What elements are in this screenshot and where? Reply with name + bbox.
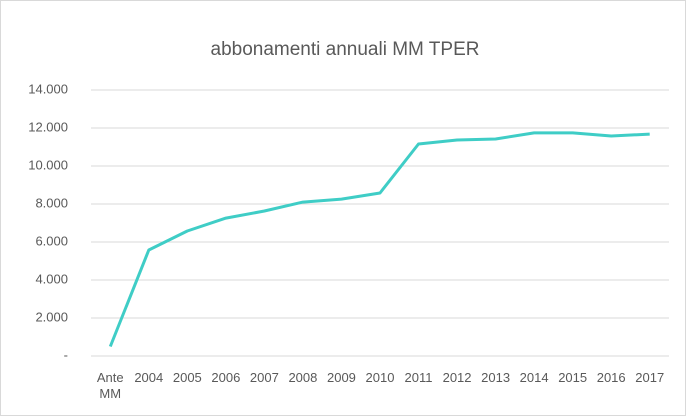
y-tick-label: 8.000 <box>35 195 68 210</box>
x-tick-label: 2012 <box>442 370 472 385</box>
x-tick-label: 2005 <box>172 370 202 385</box>
y-tick-label: 6.000 <box>35 233 68 248</box>
x-tick-label: 2013 <box>481 370 511 385</box>
y-tick-label: 4.000 <box>35 271 68 286</box>
y-tick-label: 10.000 <box>28 157 68 172</box>
x-tick-label: 2011 <box>404 370 433 385</box>
x-tick-label: 2010 <box>365 370 395 385</box>
x-tick-label: 2007 <box>249 370 279 385</box>
y-tick-label: 2.000 <box>35 309 68 324</box>
x-tick-label: Ante MM <box>96 370 124 401</box>
x-tick-label: 2014 <box>519 370 549 385</box>
x-tick-label: 2017 <box>635 370 665 385</box>
y-tick-label: 14.000 <box>28 81 68 96</box>
x-tick-label: 2006 <box>211 370 241 385</box>
x-tick-label: 2009 <box>326 370 356 385</box>
y-tick-label: - <box>64 347 68 362</box>
x-tick-label: 2008 <box>288 370 318 385</box>
x-tick-label: 2015 <box>558 370 588 385</box>
chart-title: abbonamenti annuali MM TPER <box>211 39 480 60</box>
x-tick-label: 2016 <box>596 370 626 385</box>
x-tick-label: 2004 <box>134 370 164 385</box>
y-tick-label: 12.000 <box>28 119 68 134</box>
line-series <box>108 131 650 348</box>
